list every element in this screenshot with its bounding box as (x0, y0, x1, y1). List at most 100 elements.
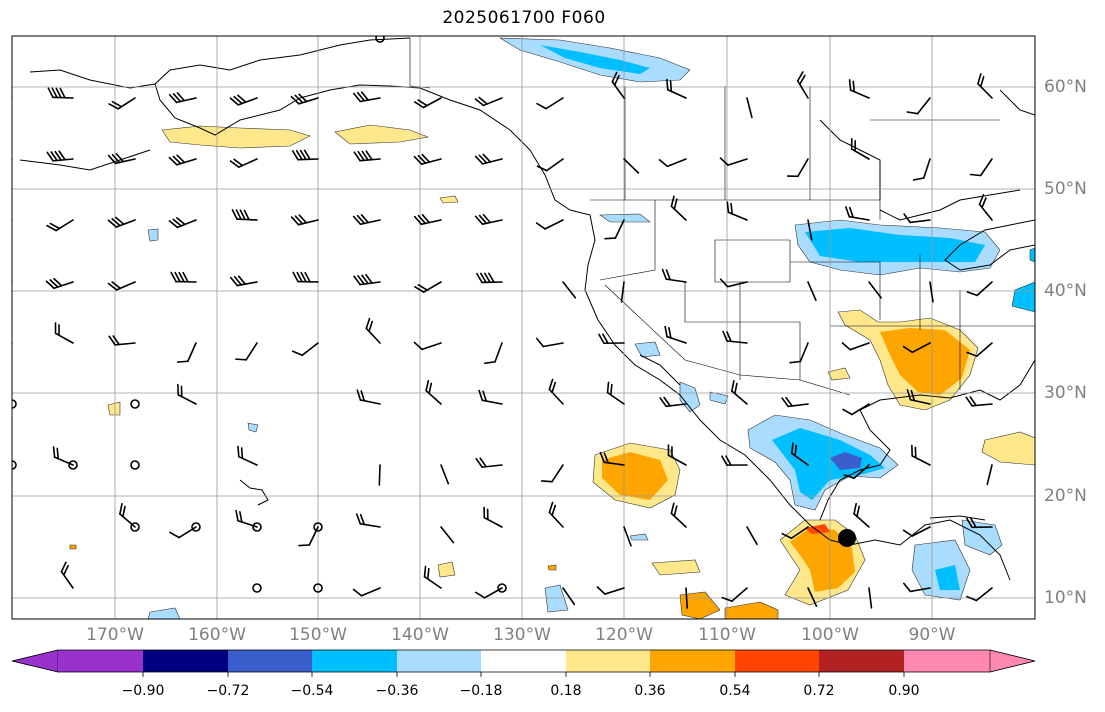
wind-barb (664, 325, 687, 344)
wind-barb (235, 342, 258, 361)
wind-barb (842, 403, 870, 416)
wind-barb (353, 91, 381, 103)
colorbar-segment (566, 650, 650, 672)
wind-barb (108, 335, 136, 346)
wind-barb (969, 158, 993, 177)
wind-barb (536, 337, 564, 348)
wind-barb (807, 587, 818, 607)
wind-barb (598, 333, 625, 345)
colorbar-segment (312, 650, 397, 672)
colorbar-extend-high (989, 649, 1036, 673)
wind-barb (237, 445, 258, 466)
map-title: 2025061700 F060 (442, 8, 606, 28)
wind-barb (423, 565, 442, 589)
wind-barb (440, 526, 455, 544)
wind-barb (841, 342, 870, 351)
wind-barb (119, 503, 136, 528)
wind-barb (562, 281, 577, 299)
wind-barb (290, 214, 319, 226)
wind-barb (229, 94, 258, 106)
wind-barb (670, 502, 687, 528)
wind-barb (353, 273, 381, 286)
wind-barb (911, 444, 931, 466)
anomaly-contours (69, 37, 1035, 619)
wind-barb (906, 97, 931, 115)
wind-barb (966, 342, 993, 357)
wind-barb (365, 317, 381, 344)
colorbar-tick-label: −0.72 (206, 683, 250, 699)
wind-barb (168, 154, 197, 166)
wind-barb (291, 149, 319, 161)
wind-barb (107, 281, 136, 291)
wind-barb (177, 383, 197, 405)
wind-barb (719, 157, 748, 166)
lat-label-10n: 10°N (1044, 588, 1087, 608)
map-frame (11, 35, 1036, 620)
map-panel (11, 35, 1036, 620)
wind-barb (966, 281, 993, 297)
graticule (12, 36, 1035, 619)
colorbar-segment (143, 650, 228, 672)
wind-barb (474, 153, 503, 165)
political-borders (409, 38, 1035, 396)
lat-label-60n: 60°N (1044, 77, 1087, 97)
wind-barb (845, 206, 870, 221)
wind-barb (620, 281, 625, 303)
wind-barb (853, 502, 870, 528)
wind-barb (902, 342, 931, 354)
wind-barb (746, 526, 758, 546)
wind-barb (474, 587, 503, 599)
lat-label-20n: 20°N (1044, 486, 1087, 506)
colorbar-extend-low (11, 649, 59, 673)
wind-barb (731, 380, 748, 405)
wind-barb (46, 219, 74, 232)
wind-barb (661, 268, 687, 283)
wind-barb (719, 278, 748, 288)
wind-barb (721, 455, 748, 466)
lon-label-90w: 90°W (908, 625, 956, 645)
wind-barb (659, 396, 687, 408)
wind-barb (548, 501, 564, 528)
wind-barb (548, 378, 564, 405)
wind-barb (168, 92, 197, 104)
wind-barb (168, 217, 197, 229)
colorbar-segment (481, 650, 566, 672)
wind-barb (475, 457, 503, 468)
colorbar-segment (819, 650, 904, 672)
wind-barb (474, 213, 503, 225)
wind-barb (292, 271, 319, 283)
wind-barb (12, 219, 13, 232)
wind-barb (868, 281, 882, 299)
wind-barb (107, 216, 136, 228)
wind-barb (169, 526, 197, 539)
wind-barb (170, 271, 197, 283)
wind-barb (54, 322, 74, 344)
wind-barb (484, 342, 503, 365)
wind-barb (848, 79, 870, 99)
wind-barb (903, 213, 931, 224)
colorbar-tick-label: 0.54 (719, 683, 751, 699)
wind-barb (670, 195, 687, 221)
lat-label-50n: 50°N (1044, 179, 1087, 199)
colorbar-segment (397, 650, 481, 672)
wind-barb (658, 158, 687, 168)
wind-barb (355, 513, 381, 528)
lat-label-30n: 30°N (1044, 383, 1087, 403)
colorbar-segment (650, 650, 735, 672)
wind-barb (536, 97, 564, 110)
wind-barb (413, 97, 442, 109)
wind-barb (666, 78, 687, 99)
wind-barb (352, 214, 381, 226)
wind-barb (966, 587, 993, 602)
wind-barb (108, 97, 136, 110)
wind-barb (176, 342, 197, 363)
wind-barb (540, 464, 564, 483)
colorbar-tick-label: 0.36 (634, 683, 666, 699)
wind-barb (790, 442, 809, 466)
wind-barb (796, 71, 809, 99)
wind-barb (483, 506, 503, 528)
lon-label-150w: 150°W (289, 625, 347, 645)
wind-barb (413, 214, 442, 226)
lat-label-40n: 40°N (1044, 281, 1087, 301)
colorbar-segment (904, 650, 990, 672)
